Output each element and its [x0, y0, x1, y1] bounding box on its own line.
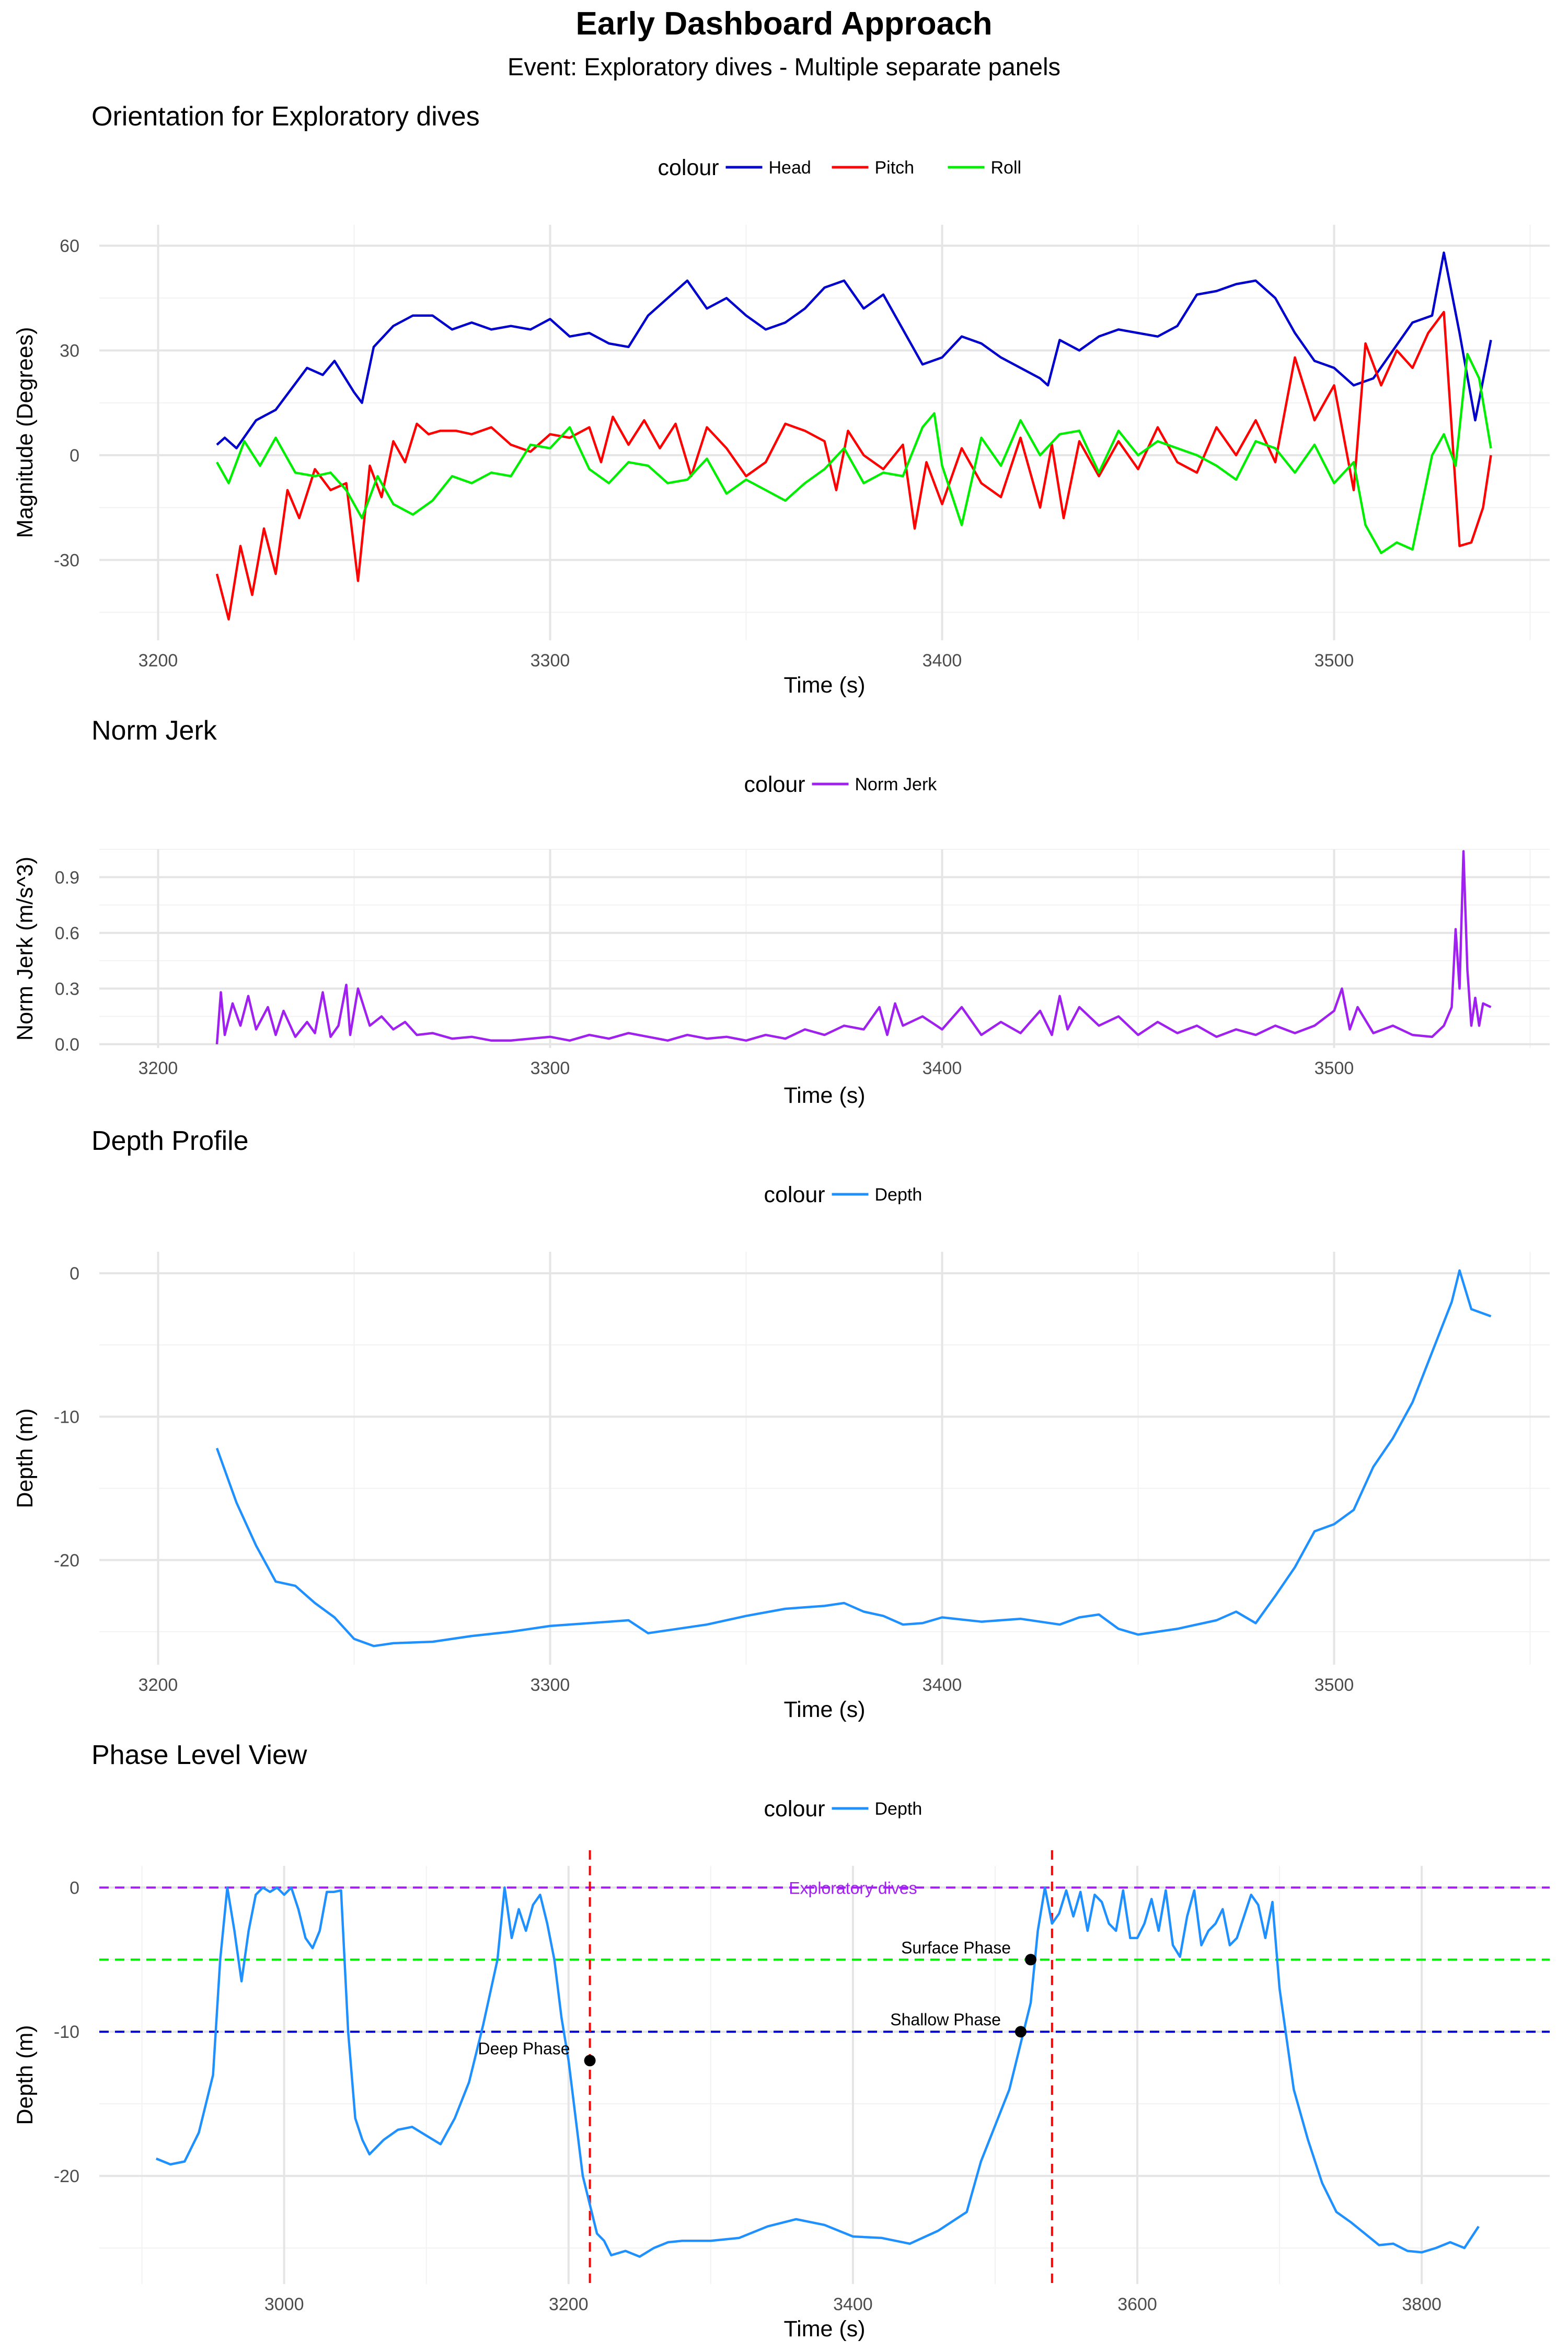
series-line-norm-jerk — [215, 850, 1492, 1045]
series-line-roll — [216, 352, 1492, 555]
x-tick-label: 3300 — [531, 1058, 570, 1078]
legend-title: colour — [764, 1796, 825, 1821]
annotation-label: Shallow Phase — [890, 2010, 1001, 2029]
x-tick-label: 3400 — [833, 2295, 873, 2314]
series-line-depth — [155, 1886, 1480, 2258]
annotation-label: Surface Phase — [901, 1938, 1011, 1957]
x-tick-label: 3500 — [1315, 1675, 1354, 1695]
y-tick-label: 30 — [60, 341, 79, 361]
annotation-point — [1014, 2026, 1027, 2038]
y-tick-label: 0.6 — [55, 924, 79, 943]
x-tick-label: 3200 — [139, 1058, 178, 1078]
panel-title: Orientation for Exploratory dives — [91, 101, 480, 132]
x-tick-label: 3200 — [139, 651, 178, 671]
panel-title: Norm Jerk — [91, 716, 217, 746]
x-axis-label: Time (s) — [783, 2316, 865, 2342]
x-axis-label: Time (s) — [783, 673, 865, 698]
x-tick-label: 3300 — [531, 651, 570, 671]
annotation-label: Deep Phase — [478, 2039, 570, 2058]
x-tick-label: 3200 — [549, 2295, 589, 2314]
x-tick-label: 3000 — [264, 2295, 304, 2314]
legend-label: Roll — [991, 158, 1022, 178]
series-line-pitch — [215, 310, 1492, 621]
series-line-head — [216, 251, 1492, 449]
x-tick-label: 3800 — [1402, 2295, 1442, 2314]
x-tick-label: 3400 — [923, 651, 962, 671]
legend-label: Depth — [875, 1185, 923, 1205]
y-tick-label: -10 — [54, 2022, 79, 2042]
y-tick-label: -30 — [54, 550, 79, 570]
x-tick-label: 3500 — [1315, 651, 1354, 671]
y-tick-label: 0 — [70, 1878, 79, 1898]
series-line-depth — [215, 1269, 1492, 1647]
page-subtitle: Event: Exploratory dives - Multiple sepa… — [507, 53, 1061, 80]
annotation-point — [584, 2055, 596, 2067]
legend-label: Norm Jerk — [855, 775, 938, 794]
x-axis-label: Time (s) — [783, 1697, 865, 1722]
legend-label: Head — [769, 158, 811, 178]
legend-title: colour — [744, 772, 805, 797]
legend-title: colour — [658, 155, 719, 180]
y-tick-label: 0.0 — [55, 1035, 79, 1055]
x-tick-label: 3500 — [1315, 1058, 1354, 1078]
x-tick-label: 3400 — [923, 1058, 962, 1078]
y-axis-label: Magnitude (Degrees) — [13, 327, 38, 538]
panel-title: Depth Profile — [91, 1126, 249, 1156]
y-tick-label: 0 — [70, 1264, 79, 1284]
y-tick-label: -10 — [54, 1407, 79, 1427]
y-axis-label: Depth (m) — [13, 1408, 38, 1508]
reference-line-label: Exploratory dives — [789, 1878, 917, 1897]
y-axis-label: Norm Jerk (m/s^3) — [13, 857, 38, 1041]
y-tick-label: -20 — [54, 2166, 79, 2186]
page-title: Early Dashboard Approach — [575, 6, 993, 42]
x-tick-label: 3400 — [923, 1675, 962, 1695]
y-axis-label: Depth (m) — [13, 2025, 38, 2125]
y-tick-label: 60 — [60, 236, 79, 256]
x-axis-label: Time (s) — [783, 1083, 865, 1108]
legend-label: Pitch — [875, 158, 915, 178]
y-tick-label: -20 — [54, 1551, 79, 1571]
y-tick-label: 0 — [70, 446, 79, 466]
x-tick-label: 3200 — [139, 1675, 178, 1695]
panel-title: Phase Level View — [91, 1740, 307, 1770]
x-tick-label: 3300 — [531, 1675, 570, 1695]
legend-title: colour — [764, 1182, 825, 1207]
annotation-point — [1024, 1954, 1036, 1966]
y-tick-label: 0.9 — [55, 868, 79, 887]
legend-label: Depth — [875, 1799, 923, 1819]
y-tick-label: 0.3 — [55, 979, 79, 999]
x-tick-label: 3600 — [1117, 2295, 1157, 2314]
